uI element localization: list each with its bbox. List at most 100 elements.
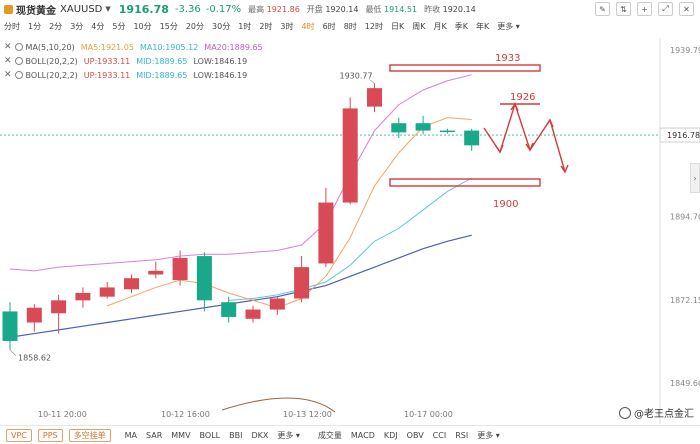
level-1900-box bbox=[389, 178, 541, 187]
period-tab[interactable]: 日K bbox=[390, 22, 405, 31]
chevron-right-icon[interactable]: › bbox=[690, 163, 700, 193]
candle-body bbox=[464, 130, 480, 146]
candle-body bbox=[367, 88, 382, 107]
period-tab[interactable]: 10分 bbox=[133, 22, 152, 31]
period-tab[interactable]: 4时 bbox=[301, 22, 315, 31]
candle-body bbox=[172, 257, 188, 281]
watermark-text: @老王点金汇 bbox=[634, 409, 694, 420]
low-marker-label: 1858.62 bbox=[18, 354, 51, 363]
pill-button[interactable]: 多空挂单 bbox=[68, 428, 111, 442]
ma20-value: MA20:1889.65 bbox=[204, 42, 263, 52]
indicator-tab[interactable]: DKX bbox=[251, 430, 269, 440]
indicator-tab[interactable]: SAR bbox=[146, 430, 163, 440]
candle-body bbox=[2, 311, 18, 341]
high-marker-line bbox=[369, 79, 375, 84]
candle-body bbox=[26, 307, 42, 323]
period-tab[interactable]: 3时 bbox=[280, 22, 294, 31]
low-value: 1914.51 bbox=[383, 4, 418, 14]
indicator-tab[interactable]: MACD bbox=[350, 430, 375, 440]
time-axis-label: 10-17 00:00 bbox=[404, 410, 453, 419]
settings-icon[interactable] bbox=[14, 71, 23, 79]
indicator-tab[interactable]: 成交量 bbox=[317, 430, 342, 440]
period-tab[interactable]: 8时 bbox=[343, 22, 357, 31]
indicator-tab[interactable]: CCI bbox=[432, 430, 447, 440]
period-tab[interactable]: 月K bbox=[433, 22, 447, 31]
candle-body bbox=[415, 123, 431, 131]
candle-body bbox=[245, 309, 261, 319]
close-icon[interactable]: ✕ bbox=[4, 70, 12, 80]
period-tab[interactable]: 1分 bbox=[28, 22, 42, 31]
period-tab[interactable]: 2分 bbox=[49, 22, 63, 31]
candle-body bbox=[391, 123, 407, 133]
open-label: 开盘 bbox=[306, 4, 323, 14]
period-tab[interactable]: 分时 bbox=[4, 22, 20, 31]
indicator-tab[interactable]: BOLL bbox=[199, 430, 221, 440]
indicator-tab[interactable]: 更多 ▾ bbox=[277, 430, 300, 440]
gold-symbol-icon bbox=[4, 4, 13, 14]
toolbar: ✎ ⇅ + ⤢ ✕ bbox=[595, 2, 694, 16]
period-selector: 分时 1分 2分 3分 4分 5分 10分 15分 20分 30分 1时 2时 3时 4时 6时 8时 12时日… bbox=[4, 21, 528, 35]
close-icon[interactable]: ✕ bbox=[4, 56, 12, 66]
open-value: 1920.14 bbox=[325, 4, 359, 14]
boll-up-value: UP:1933.11 bbox=[83, 56, 131, 66]
candle-body bbox=[439, 130, 455, 133]
symbol-name[interactable]: 现货黄金 bbox=[16, 5, 56, 17]
price-tick-label: 1849.60 bbox=[670, 379, 700, 388]
period-tab[interactable]: 12时 bbox=[364, 22, 383, 31]
candle-body bbox=[75, 292, 91, 301]
chevron-down-icon[interactable]: ▼ bbox=[105, 5, 111, 13]
period-tab[interactable]: 年K bbox=[475, 22, 490, 31]
period-tab[interactable]: 季K bbox=[454, 22, 468, 31]
boll-low-value: LOW:1846.19 bbox=[193, 70, 248, 80]
indicator-tab[interactable]: BBI bbox=[229, 430, 243, 440]
time-axis-label: 10-12 16:00 bbox=[161, 410, 210, 419]
compare-tool-icon[interactable]: ⇅ bbox=[616, 2, 631, 16]
fullscreen-icon[interactable]: ⤢ bbox=[658, 2, 673, 16]
low-label: 最低 bbox=[365, 4, 382, 14]
price-change: -3.36 bbox=[174, 3, 201, 15]
candle-body bbox=[221, 302, 237, 317]
period-tab[interactable]: 1时 bbox=[238, 22, 252, 31]
indicator-tab[interactable]: KDJ bbox=[383, 430, 398, 440]
pill-button[interactable]: PPS bbox=[37, 428, 63, 442]
settings-icon[interactable] bbox=[14, 43, 23, 51]
close-icon[interactable]: ✕ bbox=[4, 42, 12, 52]
period-tab[interactable]: 6时 bbox=[322, 22, 336, 31]
period-tab[interactable]: 2时 bbox=[259, 22, 273, 31]
candle-body bbox=[196, 256, 212, 301]
last-price: 1916.78 bbox=[118, 2, 169, 16]
indicator-tab[interactable]: MMV bbox=[171, 430, 191, 440]
period-tab[interactable]: 周K bbox=[412, 22, 426, 31]
candle-body bbox=[124, 278, 139, 290]
period-tab[interactable]: 更多 ▾ bbox=[497, 22, 520, 31]
projection-arrowhead bbox=[560, 164, 569, 174]
indicator-tab[interactable]: RSI bbox=[455, 430, 469, 440]
period-tab[interactable]: 5分 bbox=[112, 22, 126, 31]
projection-arrowhead bbox=[495, 144, 504, 154]
current-price-tag bbox=[659, 127, 700, 143]
open-stat: 开盘 1920.14 bbox=[307, 4, 359, 15]
period-tab[interactable]: 3分 bbox=[70, 22, 84, 31]
period-tab[interactable]: 15分 bbox=[159, 22, 178, 31]
period-tab[interactable]: 4分 bbox=[91, 22, 105, 31]
pill-button[interactable]: VPC bbox=[6, 428, 32, 442]
chart-tool-icon[interactable]: ✎ bbox=[595, 2, 610, 16]
projection-arrowhead bbox=[510, 102, 519, 112]
boll-label: BOLL(20,2,2) bbox=[25, 56, 78, 66]
indicator-tab[interactable]: OBV bbox=[406, 430, 424, 440]
level-1933-label: 1933 bbox=[495, 53, 520, 64]
period-tab[interactable]: 30分 bbox=[212, 22, 231, 31]
ma10-line bbox=[228, 177, 472, 301]
price-tick-label: 1872.15 bbox=[670, 296, 700, 305]
close-icon[interactable]: ✕ bbox=[679, 2, 694, 16]
high-label: 最高 bbox=[248, 4, 265, 14]
period-tab[interactable]: 20分 bbox=[185, 22, 205, 31]
indicator-tab[interactable]: 更多 ▾ bbox=[477, 430, 500, 440]
indicator-tab[interactable]: MA bbox=[124, 430, 137, 440]
add-tool-icon[interactable]: + bbox=[637, 2, 652, 16]
symbol-code[interactable]: XAUUSD bbox=[60, 3, 103, 15]
settings-icon[interactable] bbox=[14, 57, 23, 65]
symbol-header: 现货黄金 XAUUSD ▼ 1916.78 -3.36 -0.17% 最高 19… bbox=[0, 0, 700, 18]
